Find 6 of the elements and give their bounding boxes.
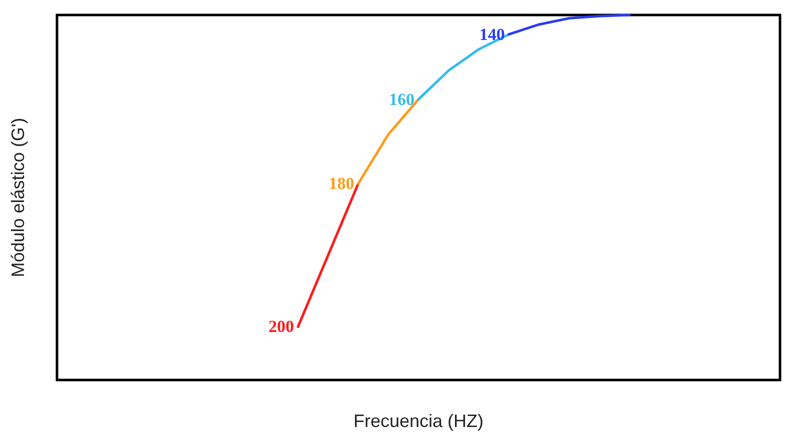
y-axis-title: Módulo elástico (G') — [8, 118, 28, 278]
x-axis-title: Frecuencia (HZ) — [353, 411, 484, 431]
series-label: 160 — [389, 90, 414, 109]
series-label: 140 — [479, 24, 505, 44]
series-label: 180 — [328, 174, 354, 194]
series-label: 200 — [268, 317, 294, 336]
